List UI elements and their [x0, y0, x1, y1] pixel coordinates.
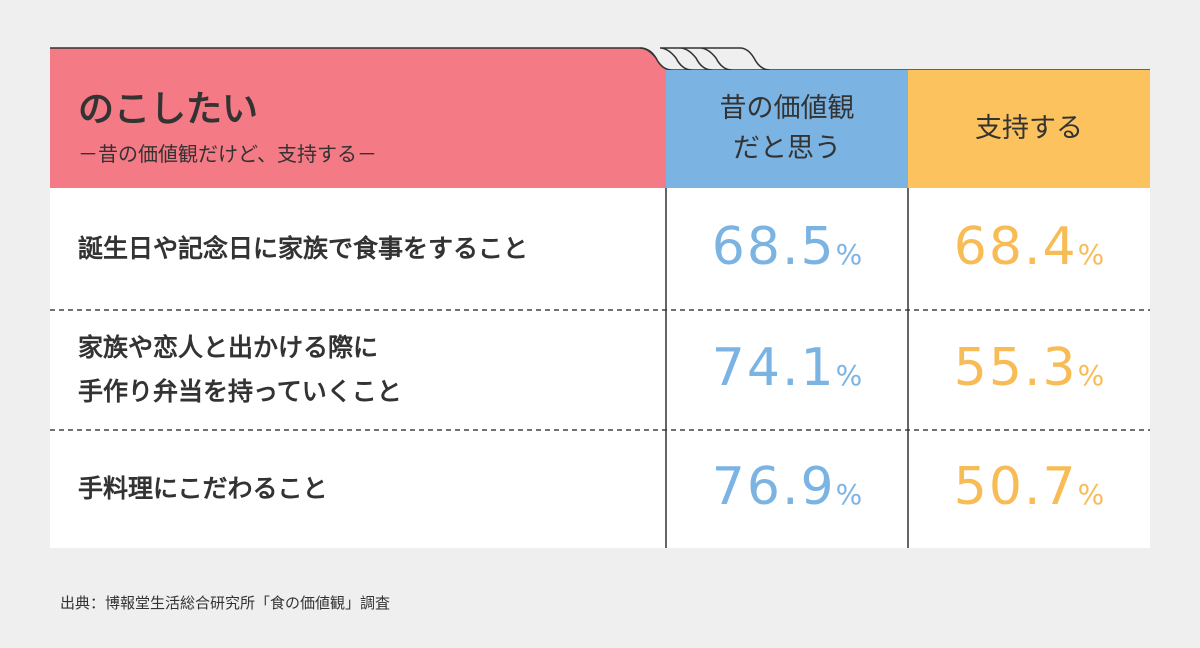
row-label: 誕生日や記念日に家族で食事をすること	[78, 188, 528, 310]
row-label: 家族や恋人と出かける際に 手作り弁当を持っていくこと	[78, 310, 402, 430]
column-header: 昔の価値観 だと思う	[666, 70, 908, 188]
column-header-line: だと思う	[733, 133, 841, 164]
value-cell: 68.4%	[908, 217, 1150, 277]
tab-decoration	[639, 47, 771, 71]
value-cell: 76.9%	[666, 457, 908, 517]
source: 出典：博報堂生活総合研究所「食の価値観」調査	[60, 594, 391, 612]
value-cell: 68.5%	[666, 217, 908, 277]
unit: %	[1077, 478, 1105, 511]
unit: %	[1077, 359, 1105, 392]
row-label-line: 家族や恋人と出かける際に	[78, 333, 379, 362]
row-label-line: 誕生日や記念日に家族で食事をすること	[78, 234, 529, 263]
column-header-line: 昔の価値観	[719, 93, 855, 124]
unit: %	[1077, 238, 1105, 271]
title: のこしたい	[78, 89, 259, 130]
value-cell: 50.7%	[908, 457, 1150, 517]
subtitle: －昔の価値観だけど、支持する－	[78, 142, 377, 166]
unit: %	[835, 238, 863, 271]
header-tab	[50, 48, 672, 188]
unit: %	[835, 478, 863, 511]
value-cell: 55.3%	[908, 338, 1150, 398]
unit: %	[835, 359, 863, 392]
value: 68.4	[953, 217, 1078, 277]
value-cell: 74.1%	[666, 338, 908, 398]
value: 55.3	[953, 338, 1078, 398]
column-header: 支持する	[908, 70, 1150, 188]
value: 50.7	[953, 457, 1078, 517]
column-header-line: 支持する	[975, 113, 1083, 144]
row-label-line: 手作り弁当を持っていくこと	[78, 377, 402, 406]
value: 76.9	[711, 457, 836, 517]
value: 68.5	[711, 217, 836, 277]
row-label: 手料理にこだわること	[78, 430, 328, 548]
value: 74.1	[711, 338, 836, 398]
column-header-bg	[908, 70, 1150, 188]
column-header-bg	[666, 70, 908, 188]
table-body	[50, 188, 1150, 548]
row-label-line: 手料理にこだわること	[78, 474, 328, 503]
